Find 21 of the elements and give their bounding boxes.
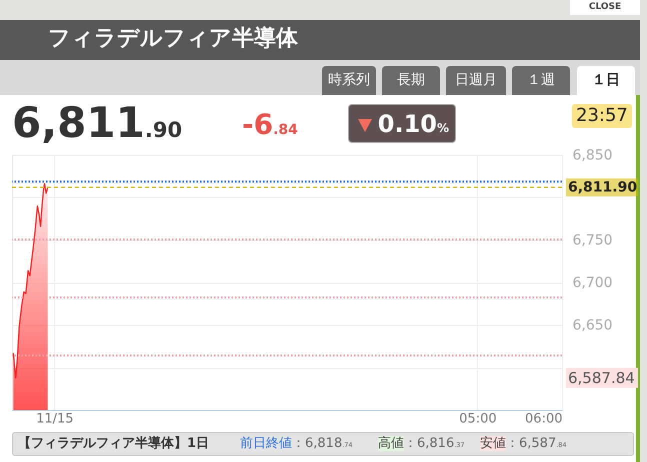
x-tick-label: 05:00 [459, 412, 497, 426]
x-tick-label: 11/15 [36, 412, 74, 426]
text: 0.10% [348, 104, 456, 143]
text: 長期 [382, 66, 440, 95]
y-tick-label: 6,750 [572, 232, 613, 248]
text: １日 [577, 66, 635, 95]
text: 6,587.84 [568, 368, 635, 387]
y-tick-label: 6,650 [572, 318, 613, 334]
ref-line-label: 6,811.90 [568, 179, 638, 196]
text: -6.84 [242, 108, 298, 143]
text: １週 [512, 66, 570, 95]
text: 6,811.90 [12, 98, 182, 149]
text: 23:57 [572, 104, 632, 128]
x-tick-label: 06:00 [525, 412, 562, 426]
text: CLOSE [570, 0, 640, 15]
text: 時系列 [322, 66, 376, 95]
y-tick-label: 6,700 [572, 275, 613, 291]
y-tick-label: 6,850 [572, 148, 613, 164]
text: 【フィラデルフィア半導体】1日 [18, 436, 210, 452]
text: 日週月 [446, 66, 506, 95]
chart-title: フィラデルフィア半導体 [48, 25, 298, 53]
